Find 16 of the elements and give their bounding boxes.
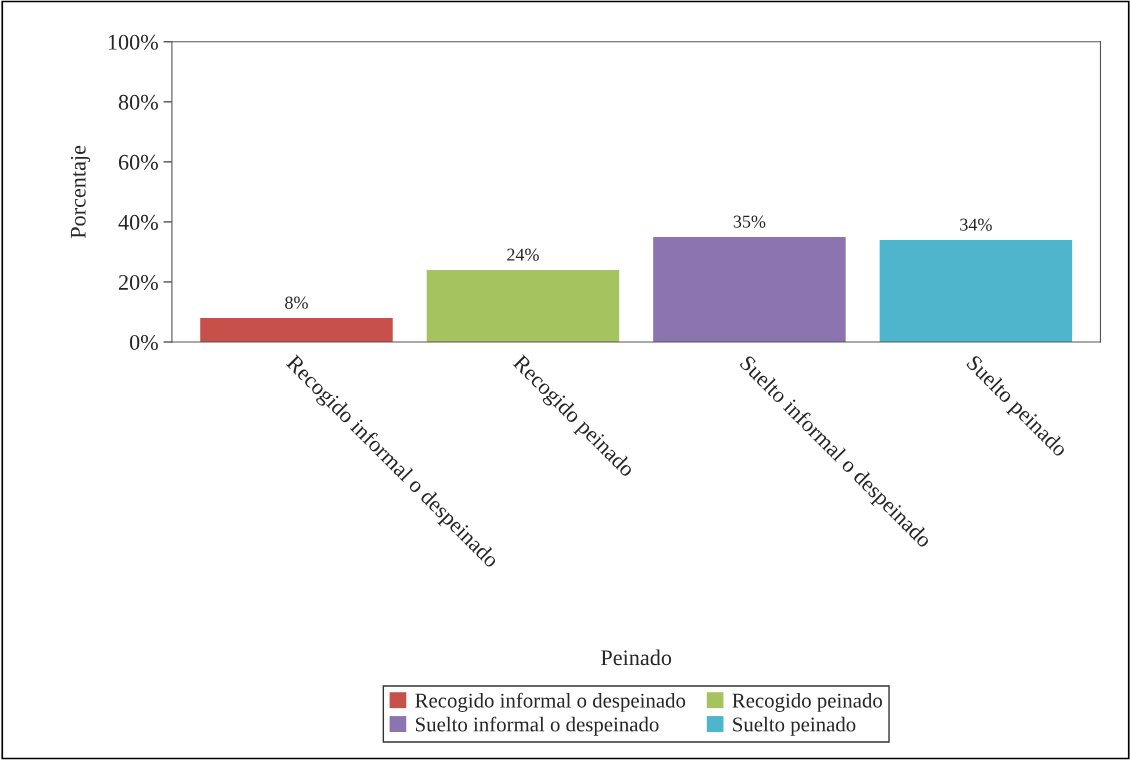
y-tick-label: 60% <box>118 154 158 170</box>
legend-label: Suelto peinado <box>733 716 856 736</box>
y-axis-title: Porcentaje <box>70 145 91 239</box>
data-label: 24% <box>507 248 539 261</box>
y-tick-label: 40% <box>118 214 158 230</box>
y-tick-label: 0% <box>129 334 158 350</box>
x-axis-title: Peinado <box>601 649 672 666</box>
y-tick-label: 20% <box>118 274 158 290</box>
legend-label: Recogido peinado <box>732 692 882 712</box>
legend-label: Recogido informal o despeinado <box>415 692 686 712</box>
data-label: 34% <box>960 218 992 231</box>
data-label: 8% <box>285 296 308 309</box>
y-tick-label: 80% <box>118 94 158 110</box>
legend-label: Suelto informal o despeinado <box>415 716 659 736</box>
data-label: 35% <box>733 215 766 228</box>
y-tick-label: 100% <box>108 34 158 50</box>
